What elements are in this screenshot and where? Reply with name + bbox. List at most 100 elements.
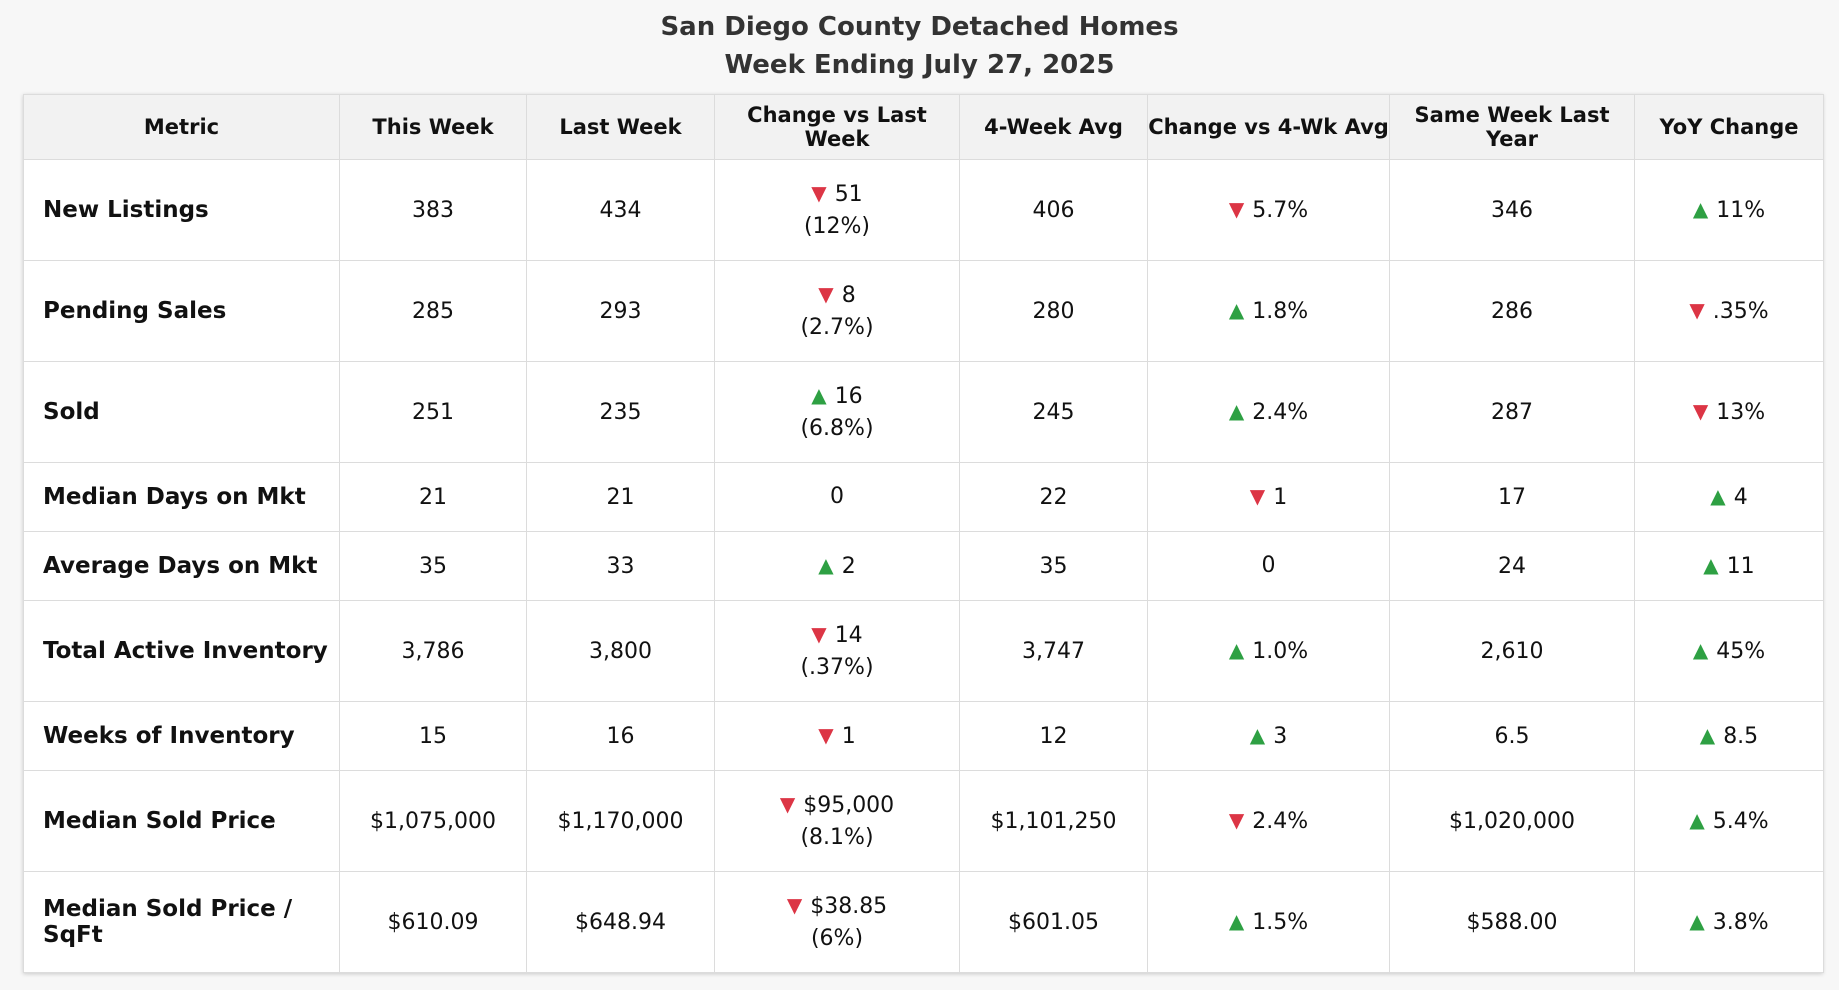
change-vs-four-week-avg: ▼ 5.7%: [1147, 159, 1390, 261]
change-value: 5.7%: [1252, 197, 1309, 223]
change-value: 1.0%: [1252, 638, 1309, 664]
change-content: ▼ 5.7%: [1148, 194, 1389, 227]
title-block: San Diego County Detached Homes Week End…: [0, 8, 1839, 84]
change-line: ▼ $95,000: [715, 789, 959, 822]
change-content: ▼ 14 (.37%): [715, 619, 959, 684]
change-vs-last-week: ▲ 2: [714, 531, 960, 601]
change-line: ▲ 3.8%: [1635, 906, 1823, 939]
last-week-value: 434: [526, 159, 715, 261]
change-line: ▲ 3: [1148, 720, 1389, 753]
change-content: ▲ 2.4%: [1148, 396, 1389, 429]
four-week-avg-value: $1,101,250: [959, 770, 1148, 872]
column-header: Change vs 4-Wk Avg: [1147, 94, 1390, 160]
down-triangle-icon: ▼: [818, 722, 834, 747]
change-line: ▼ .35%: [1635, 295, 1823, 328]
change-value: 5.4%: [1712, 808, 1769, 834]
change-line: ▲ 1.0%: [1148, 635, 1389, 668]
same-week-last-year-value: 2,610: [1389, 600, 1635, 702]
metrics-table-container: Metric This Week Last Week Change vs Las…: [23, 94, 1824, 973]
change-content: ▲ 11: [1635, 550, 1823, 583]
column-header: Last Week: [526, 94, 715, 160]
four-week-avg-value: 35: [959, 531, 1148, 601]
yoy-change: ▲ 45%: [1634, 600, 1824, 702]
change-line: ▲ 16: [715, 380, 959, 413]
change-line: ▲ 4: [1635, 481, 1823, 514]
change-content: ▼ 2.4%: [1148, 805, 1389, 838]
change-value: 51: [834, 181, 863, 207]
change-value: 1.5%: [1252, 909, 1309, 935]
change-vs-last-week: 0: [714, 462, 960, 532]
down-triangle-icon: ▼: [786, 892, 803, 917]
change-vs-last-week: ▼ $95,000 (8.1%): [714, 770, 960, 872]
change-value: $38.85: [810, 893, 888, 919]
change-value: 3.8%: [1712, 909, 1769, 935]
table-row: Weeks of Inventory 15 16 ▼ 1 12 ▲ 3 6.5 ▲ 8.5: [23, 701, 1824, 771]
change-value: 1: [841, 723, 856, 749]
metric-name: Average Days on Mkt: [23, 531, 340, 601]
change-content: ▲ 8.5: [1635, 720, 1823, 753]
change-value: 3: [1273, 723, 1288, 749]
this-week-value: 3,786: [339, 600, 527, 702]
change-percent: (6%): [810, 925, 864, 951]
change-vs-last-week: ▼ 8 (2.7%): [714, 260, 960, 362]
up-triangle-icon: ▲: [1249, 722, 1266, 747]
change-line: 0: [715, 481, 959, 513]
change-value: 2.4%: [1252, 808, 1309, 834]
down-triangle-icon: ▼: [811, 180, 827, 205]
same-week-last-year-value: 286: [1389, 260, 1635, 362]
change-vs-four-week-avg: 0: [1147, 531, 1390, 601]
change-percent: (.37%): [800, 654, 874, 680]
up-triangle-icon: ▲: [818, 552, 834, 577]
change-line: ▲ 2.4%: [1148, 396, 1389, 429]
change-content: ▼ 1: [1148, 481, 1389, 514]
change-vs-last-week: ▲ 16 (6.8%): [714, 361, 960, 463]
down-triangle-icon: ▼: [1689, 297, 1705, 322]
down-triangle-icon: ▼: [1228, 807, 1245, 832]
change-value: 2: [841, 553, 856, 579]
change-percent: (8.1%): [800, 824, 874, 850]
change-line: ▼ 14: [715, 619, 959, 652]
metric-name: Median Sold Price / SqFt: [23, 871, 340, 973]
same-week-last-year-value: 287: [1389, 361, 1635, 463]
this-week-value: $610.09: [339, 871, 527, 973]
table-body: New Listings 383 434 ▼ 51 (12%) 406 ▼ 5.7% 346 ▲ 11…: [23, 159, 1824, 973]
this-week-value: 35: [339, 531, 527, 601]
change-content: ▲ 1.8%: [1148, 295, 1389, 328]
same-week-last-year-value: $1,020,000: [1389, 770, 1635, 872]
change-content: ▲ 4: [1635, 481, 1823, 514]
change-vs-four-week-avg: ▲ 1.5%: [1147, 871, 1390, 973]
this-week-value: 15: [339, 701, 527, 771]
table-row: Median Sold Price $1,075,000 $1,170,000 ▼ $9…: [23, 770, 1824, 872]
table-row: New Listings 383 434 ▼ 51 (12%) 406 ▼ 5.7% 346 ▲ 11…: [23, 159, 1824, 261]
change-value: 8.5: [1723, 723, 1759, 749]
down-triangle-icon: ▼: [779, 791, 796, 816]
yoy-change: ▲ 11: [1634, 531, 1824, 601]
down-triangle-icon: ▼: [811, 621, 827, 646]
this-week-value: 383: [339, 159, 527, 261]
change-content: 0: [1148, 550, 1389, 582]
change-value: 1: [1273, 484, 1288, 510]
same-week-last-year-value: 24: [1389, 531, 1635, 601]
last-week-value: 3,800: [526, 600, 715, 702]
change-value: 4: [1733, 484, 1748, 510]
change-line: ▼ 51: [715, 178, 959, 211]
change-line: ▲ 5.4%: [1635, 805, 1823, 838]
four-week-avg-value: 245: [959, 361, 1148, 463]
change-value: 2.4%: [1252, 399, 1309, 425]
change-vs-four-week-avg: ▲ 2.4%: [1147, 361, 1390, 463]
change-line: ▲ 1.5%: [1148, 906, 1389, 939]
change-percent: (12%): [803, 213, 871, 239]
yoy-change: ▼ 13%: [1634, 361, 1824, 463]
change-vs-four-week-avg: ▼ 2.4%: [1147, 770, 1390, 872]
change-value: 8: [841, 282, 856, 308]
up-triangle-icon: ▲: [811, 382, 827, 407]
change-content: ▲ 1.0%: [1148, 635, 1389, 668]
table-row: Median Sold Price / SqFt $610.09 $648.94 ▼ $…: [23, 871, 1824, 973]
same-week-last-year-value: 346: [1389, 159, 1635, 261]
last-week-value: $1,170,000: [526, 770, 715, 872]
change-value: 14: [834, 622, 863, 648]
column-header: This Week: [339, 94, 527, 160]
metric-name: Sold: [23, 361, 340, 463]
change-content: ▼ $38.85 (6%): [715, 890, 959, 955]
up-triangle-icon: ▲: [1689, 807, 1705, 832]
